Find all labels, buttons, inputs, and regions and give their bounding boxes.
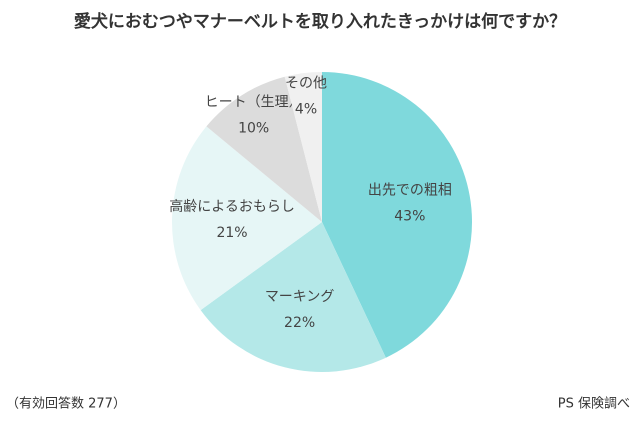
slice-label: マーキング	[265, 289, 335, 305]
pie-slice	[206, 76, 322, 222]
slice-label: ヒート（生理）	[205, 94, 303, 110]
slice-label: その他	[285, 76, 327, 92]
value-label: 4%	[295, 102, 317, 118]
value-label: 10%	[238, 120, 269, 136]
slice-label: 出先での粗相	[368, 182, 452, 198]
source: PS 保険調べ	[558, 397, 630, 412]
value-label: 21%	[216, 225, 247, 241]
note: （有効回答数 277）	[6, 396, 126, 412]
value-label: 43%	[394, 208, 425, 224]
value-label: 22%	[284, 315, 315, 331]
pie-slice	[284, 72, 322, 222]
chart-title: 愛犬におむつやマナーベルトを取り入れたきっかけは何ですか？	[74, 11, 566, 32]
pie-slice	[322, 72, 472, 358]
slice-label: 高齢によるおもらし	[169, 198, 295, 215]
pie-slice	[172, 126, 322, 311]
pie-slice	[200, 222, 386, 372]
